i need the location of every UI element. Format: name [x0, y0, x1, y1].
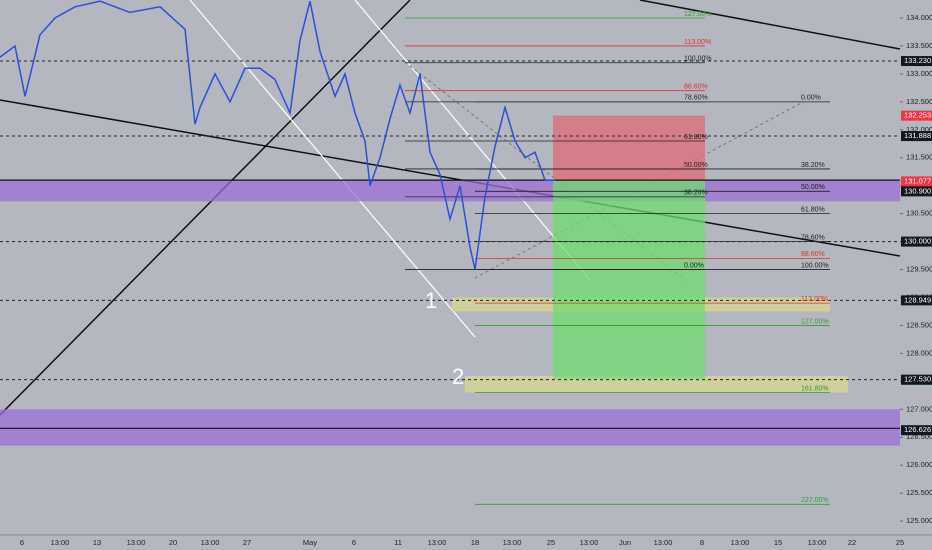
- x-tick-label: 6: [352, 538, 356, 547]
- channel-line: [189, 0, 476, 338]
- y-tick-label: 126.500: [906, 432, 932, 441]
- x-tick-label: 13:00: [127, 538, 146, 547]
- y-tick-label: 125.000: [906, 516, 932, 525]
- zone: [553, 180, 705, 379]
- fib-label: 88.60%: [801, 251, 825, 258]
- fib-label: 50.00%: [684, 162, 708, 169]
- x-tick-label: 13:00: [654, 538, 673, 547]
- price-label-bg: [901, 110, 932, 121]
- price-label-bg: [901, 186, 932, 197]
- zone: [553, 115, 705, 181]
- price-label-bg: [901, 236, 932, 247]
- y-tick-label: 130.500: [906, 209, 932, 218]
- y-tick-label: 133.000: [906, 69, 932, 78]
- channel-line: [354, 0, 591, 281]
- annotation: 2: [452, 364, 464, 389]
- x-tick-label: 13:00: [201, 538, 220, 547]
- x-tick-label: 13:00: [503, 538, 522, 547]
- trendline: [0, 0, 411, 416]
- y-tick-label: 128.500: [906, 320, 932, 329]
- fib-label: 100.00%: [684, 56, 712, 63]
- fib-label: 61.80%: [684, 134, 708, 141]
- y-tick-label: 125.500: [906, 488, 932, 497]
- trendline: [0, 99, 901, 257]
- price-line: [0, 0, 555, 270]
- zone: [0, 180, 900, 202]
- fib-label: 113.00%: [801, 296, 828, 303]
- y-tick-label: 127.000: [906, 404, 932, 413]
- price-label: 128.949: [904, 295, 931, 304]
- fib-label: 61.80%: [801, 206, 825, 213]
- x-tick-label: 15: [774, 538, 782, 547]
- price-label: 127.530: [904, 375, 931, 384]
- y-tick-label: 126.000: [906, 460, 932, 469]
- fib-label: 113.00%: [684, 39, 711, 46]
- x-tick-label: 13:00: [808, 538, 827, 547]
- x-tick-label: 13: [93, 538, 101, 547]
- y-tick-label: 134.000: [906, 13, 932, 22]
- x-tick-label: 27: [243, 538, 251, 547]
- x-tick-label: May: [303, 538, 317, 547]
- price-label: 130.900: [904, 186, 931, 195]
- fib-label: 78.60%: [684, 95, 708, 102]
- x-tick-label: 25: [896, 538, 904, 547]
- price-label-bg: [901, 56, 932, 67]
- x-tick-label: 13:00: [731, 538, 750, 547]
- fib-label: 161.80%: [801, 385, 829, 392]
- fib-label: 127.00%: [684, 11, 712, 18]
- y-tick-label: 128.000: [906, 348, 932, 357]
- price-label-bg: [901, 131, 932, 142]
- price-axis-bg: [900, 0, 932, 550]
- plot-bg: [0, 0, 900, 535]
- y-tick-label: 132.500: [906, 97, 932, 106]
- y-tick-label: 131.500: [906, 153, 932, 162]
- fib-label: 38.20%: [801, 162, 825, 169]
- price-label-bg: [901, 374, 932, 385]
- x-tick-label: 11: [394, 538, 402, 547]
- price-label: 131.077: [904, 176, 931, 185]
- fib-label: 78.60%: [801, 234, 825, 241]
- annotation: 1: [425, 288, 437, 313]
- price-label: 126.626: [904, 425, 931, 434]
- fib-label: 0.00%: [801, 95, 821, 102]
- fib-label: 127.00%: [801, 318, 829, 325]
- x-tick-label: Jun: [619, 538, 631, 547]
- x-tick-label: 8: [700, 538, 704, 547]
- trendline: [639, 0, 901, 50]
- price-label-bg: [901, 425, 932, 436]
- price-label: 131.888: [904, 131, 931, 140]
- y-tick-label: 132.000: [906, 125, 932, 134]
- price-label: 130.000: [904, 237, 931, 246]
- x-tick-label: 18: [471, 538, 479, 547]
- price-label: 132.253: [904, 111, 931, 120]
- zone: [0, 409, 900, 446]
- x-tick-label: 13:00: [51, 538, 70, 547]
- price-label-bg: [901, 295, 932, 306]
- x-tick-label: 13:00: [428, 538, 447, 547]
- fib-label: 38.20%: [684, 190, 708, 197]
- price-label: 133.230: [904, 56, 931, 65]
- fib-label: 227.00%: [801, 497, 829, 504]
- fib-label: 50.00%: [801, 184, 825, 191]
- y-tick-label: 129.500: [906, 265, 932, 274]
- x-tick-label: 13:00: [580, 538, 599, 547]
- x-tick-label: 20: [169, 538, 177, 547]
- x-tick-label: 6: [20, 538, 24, 547]
- fib-label: 88.60%: [684, 84, 708, 91]
- x-tick-label: 25: [547, 538, 555, 547]
- y-tick-label: 133.500: [906, 41, 932, 50]
- fib-label: 0.00%: [684, 262, 704, 269]
- x-tick-label: 22: [848, 538, 856, 547]
- fib-label: 100.00%: [801, 262, 829, 269]
